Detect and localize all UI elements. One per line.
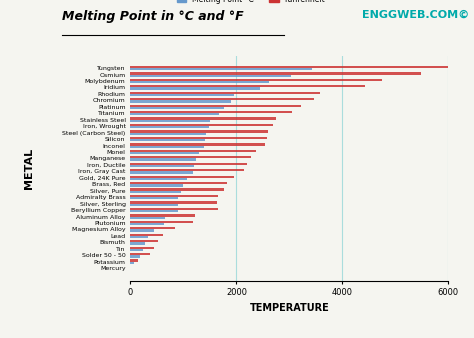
Bar [130, 223, 164, 225]
Y-axis label: METAL: METAL [25, 148, 35, 189]
Bar [130, 189, 224, 191]
Bar [130, 165, 194, 167]
Bar [130, 94, 235, 96]
Bar [130, 171, 192, 174]
Bar [130, 246, 154, 249]
Bar [130, 203, 178, 206]
Bar [130, 214, 195, 217]
Legend: Melting Point °C, Fahrenheit: Melting Point °C, Fahrenheit [174, 0, 328, 7]
Bar [130, 124, 273, 126]
Bar [130, 178, 187, 180]
Bar [130, 197, 178, 199]
Bar [130, 169, 244, 171]
Bar [130, 92, 319, 94]
Bar [130, 227, 175, 230]
Bar [130, 253, 149, 255]
Bar [130, 74, 291, 77]
Bar [130, 156, 251, 159]
Bar [130, 208, 218, 210]
Bar [130, 201, 217, 203]
Bar [130, 260, 138, 262]
Text: Melting Point in °C and °F: Melting Point in °C and °F [62, 10, 243, 23]
Bar [130, 81, 269, 83]
Bar [130, 113, 219, 116]
Bar [130, 210, 178, 212]
Bar [130, 249, 143, 251]
Bar [130, 175, 234, 178]
Bar [130, 152, 199, 154]
Bar [130, 126, 209, 128]
Bar [130, 255, 140, 258]
Bar [130, 150, 256, 152]
Bar [130, 88, 260, 90]
Bar [130, 143, 265, 146]
Bar [130, 68, 312, 70]
Bar [130, 85, 365, 88]
Bar [130, 191, 182, 193]
Bar [130, 79, 383, 81]
Bar [130, 159, 196, 161]
Bar [130, 117, 276, 120]
Bar [130, 66, 459, 68]
Bar [130, 100, 231, 103]
Text: ENGGWEB.COM©: ENGGWEB.COM© [362, 10, 469, 20]
Bar [130, 221, 193, 223]
Bar [130, 104, 301, 107]
Bar [130, 130, 268, 132]
X-axis label: TEMPERATURE: TEMPERATURE [249, 303, 329, 313]
Bar [130, 132, 206, 135]
Bar [130, 230, 154, 232]
Bar [130, 234, 163, 236]
Bar [130, 107, 224, 109]
Bar [130, 195, 219, 197]
Bar [130, 120, 210, 122]
Bar [130, 236, 148, 238]
Bar [130, 146, 204, 148]
Bar [130, 240, 158, 242]
Bar [130, 262, 134, 264]
Bar [130, 184, 183, 187]
Bar [130, 139, 205, 141]
Bar [130, 242, 145, 245]
Bar [130, 72, 421, 74]
Bar [130, 217, 165, 219]
Bar [130, 182, 227, 184]
Bar [130, 137, 267, 139]
Bar [130, 98, 314, 100]
Bar [130, 111, 292, 113]
Bar [130, 163, 247, 165]
